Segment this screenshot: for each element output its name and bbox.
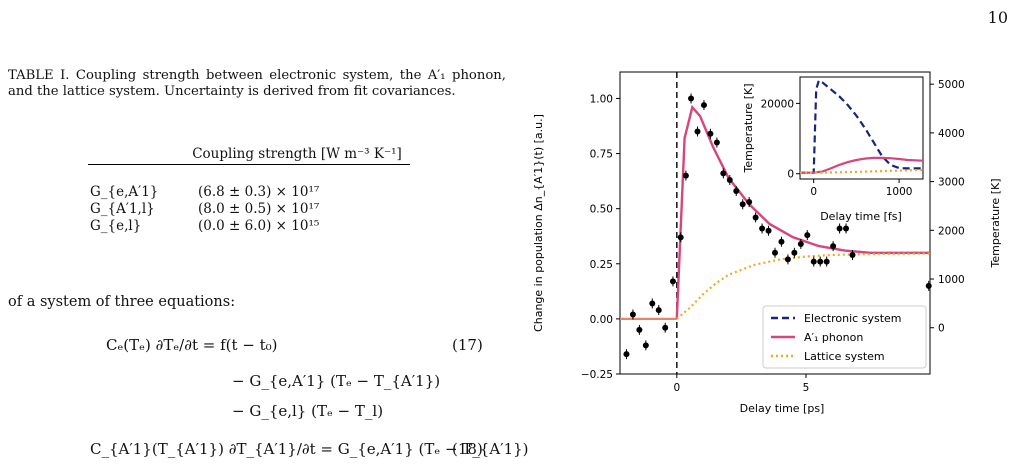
equation-line: Cₑ(Tₑ) ∂Tₑ/∂t = f(t − t₀)	[106, 336, 278, 354]
equation-line: − G_{e,A′1} (Tₑ − T_{A′1})	[232, 372, 441, 390]
inset-x-tick-label: 1000	[886, 186, 913, 198]
data-point	[700, 102, 707, 109]
table-row: G_{e,A′1} (6.8 ± 0.3) × 10¹⁷	[88, 183, 410, 200]
y-tick-label: 0.50	[590, 204, 613, 216]
legend: Electronic system A′₁ phonon Lattice sys…	[762, 305, 927, 369]
legend-label: Lattice system	[804, 350, 885, 363]
data-point	[642, 342, 649, 349]
data-point	[817, 258, 824, 265]
main-plot	[620, 72, 932, 374]
y-axis-label: Change in population Δn_{A′1}(t) [a.u.]	[532, 114, 545, 332]
table-symbol: G_{e,l}	[90, 217, 142, 234]
data-point	[636, 326, 643, 333]
inset-plot	[800, 78, 924, 174]
table-value: (8.0 ± 0.5) × 10¹⁷	[198, 200, 320, 217]
data-point	[713, 139, 720, 146]
inset-y-tick-label: 0	[787, 169, 794, 181]
data-point	[669, 278, 676, 285]
body-text: of a system of three equations:	[8, 294, 236, 310]
y2-tick-label: 5000	[938, 79, 965, 91]
data-point	[623, 351, 630, 358]
data-point	[655, 307, 662, 314]
inset-x-tick-label: 0	[810, 186, 817, 198]
data-point	[804, 232, 811, 239]
data-point	[662, 324, 669, 331]
data-point	[629, 311, 636, 318]
data-point	[682, 172, 689, 179]
data-point	[849, 251, 856, 258]
data-point	[772, 249, 778, 256]
coupling-table: Coupling strength [W m⁻³ K⁻¹] G_{e,A′1} …	[88, 144, 410, 234]
inset-x-axis-label: Delay time [fs]	[820, 210, 902, 223]
data-point	[677, 234, 684, 241]
data-point	[784, 256, 791, 263]
y-tick-label: 1.00	[590, 93, 613, 105]
main-ticks: 0 5 −0.25 0.00 0.25 0.50 0.75 1.00 0 1000 2000 3000…	[581, 79, 965, 394]
table-rule	[88, 164, 410, 165]
data-point	[739, 201, 746, 208]
data-point	[726, 177, 733, 184]
table-header: Coupling strength [W m⁻³ K⁻¹]	[192, 146, 402, 162]
equation-number: (18)	[452, 440, 483, 458]
legend-box	[762, 305, 927, 369]
series-line	[675, 104, 930, 319]
y-tick-label: −0.25	[581, 369, 613, 381]
table-value: (0.0 ± 6.0) × 10¹⁵	[198, 217, 320, 234]
inset-y-axis-label: Temperature [K]	[742, 84, 755, 174]
data-point	[720, 170, 727, 177]
equation-line: C_{A′1}(T_{A′1}) ∂T_{A′1}/∂t = G_{e,A′1}…	[90, 440, 529, 458]
y2-tick-label: 2000	[938, 225, 965, 237]
data-point	[925, 282, 932, 289]
inset-axes-frame	[799, 76, 924, 180]
data-point	[810, 258, 817, 265]
table-row: G_{A′1,l} (8.0 ± 0.5) × 10¹⁷	[88, 200, 410, 217]
data-point	[765, 227, 772, 234]
inset-series-line	[800, 78, 923, 174]
figure: 0 5 −0.25 0.00 0.25 0.50 0.75 1.00 0 1000 2000 3000…	[532, 71, 1002, 415]
legend-label: A′₁ phonon	[804, 331, 863, 344]
inset-series-line	[800, 168, 924, 174]
equation-line: − G_{e,l} (Tₑ − T_l)	[232, 402, 384, 420]
equation-number: (17)	[452, 336, 483, 354]
data-point	[707, 130, 714, 137]
data-point	[791, 249, 798, 256]
table-symbol: G_{e,A′1}	[90, 183, 159, 200]
y2-tick-label: 1000	[938, 274, 965, 286]
y2-tick-label: 3000	[938, 177, 965, 189]
inset-series-line	[800, 156, 924, 174]
data-point	[746, 199, 753, 206]
data-point	[830, 243, 837, 250]
y-tick-label: 0.75	[590, 149, 613, 161]
y2-axis-label: Temperature [K]	[989, 179, 1002, 269]
data-point	[778, 238, 785, 245]
legend-label: Electronic system	[804, 312, 902, 325]
data-point	[649, 300, 656, 307]
x-axis-label: Delay time [ps]	[740, 402, 825, 415]
table-value: (6.8 ± 0.3) × 10¹⁷	[198, 183, 320, 200]
table-symbol: G_{A′1,l}	[90, 200, 155, 217]
y-tick-label: 0.25	[590, 259, 613, 271]
data-point	[759, 225, 766, 232]
data-point	[688, 95, 695, 102]
data-point	[733, 188, 740, 195]
x-tick-label: 5	[803, 382, 810, 394]
page-number: 10	[987, 8, 1008, 27]
data-point	[797, 240, 804, 247]
y-tick-label: 0.00	[590, 314, 613, 326]
y2-tick-label: 0	[938, 323, 945, 335]
x-tick-label: 0	[673, 382, 680, 394]
inset-y-tick-label: 20000	[761, 98, 794, 110]
table-row: G_{e,l} (0.0 ± 6.0) × 10¹⁵	[88, 217, 410, 234]
y2-tick-label: 4000	[938, 128, 965, 140]
data-point	[836, 225, 843, 232]
data-point	[694, 128, 701, 135]
data-point	[843, 225, 850, 232]
main-axes-frame	[619, 71, 931, 375]
data-point	[823, 258, 830, 265]
data-point	[752, 214, 759, 221]
table-caption: TABLE I. Coupling strength between elect…	[8, 68, 506, 99]
